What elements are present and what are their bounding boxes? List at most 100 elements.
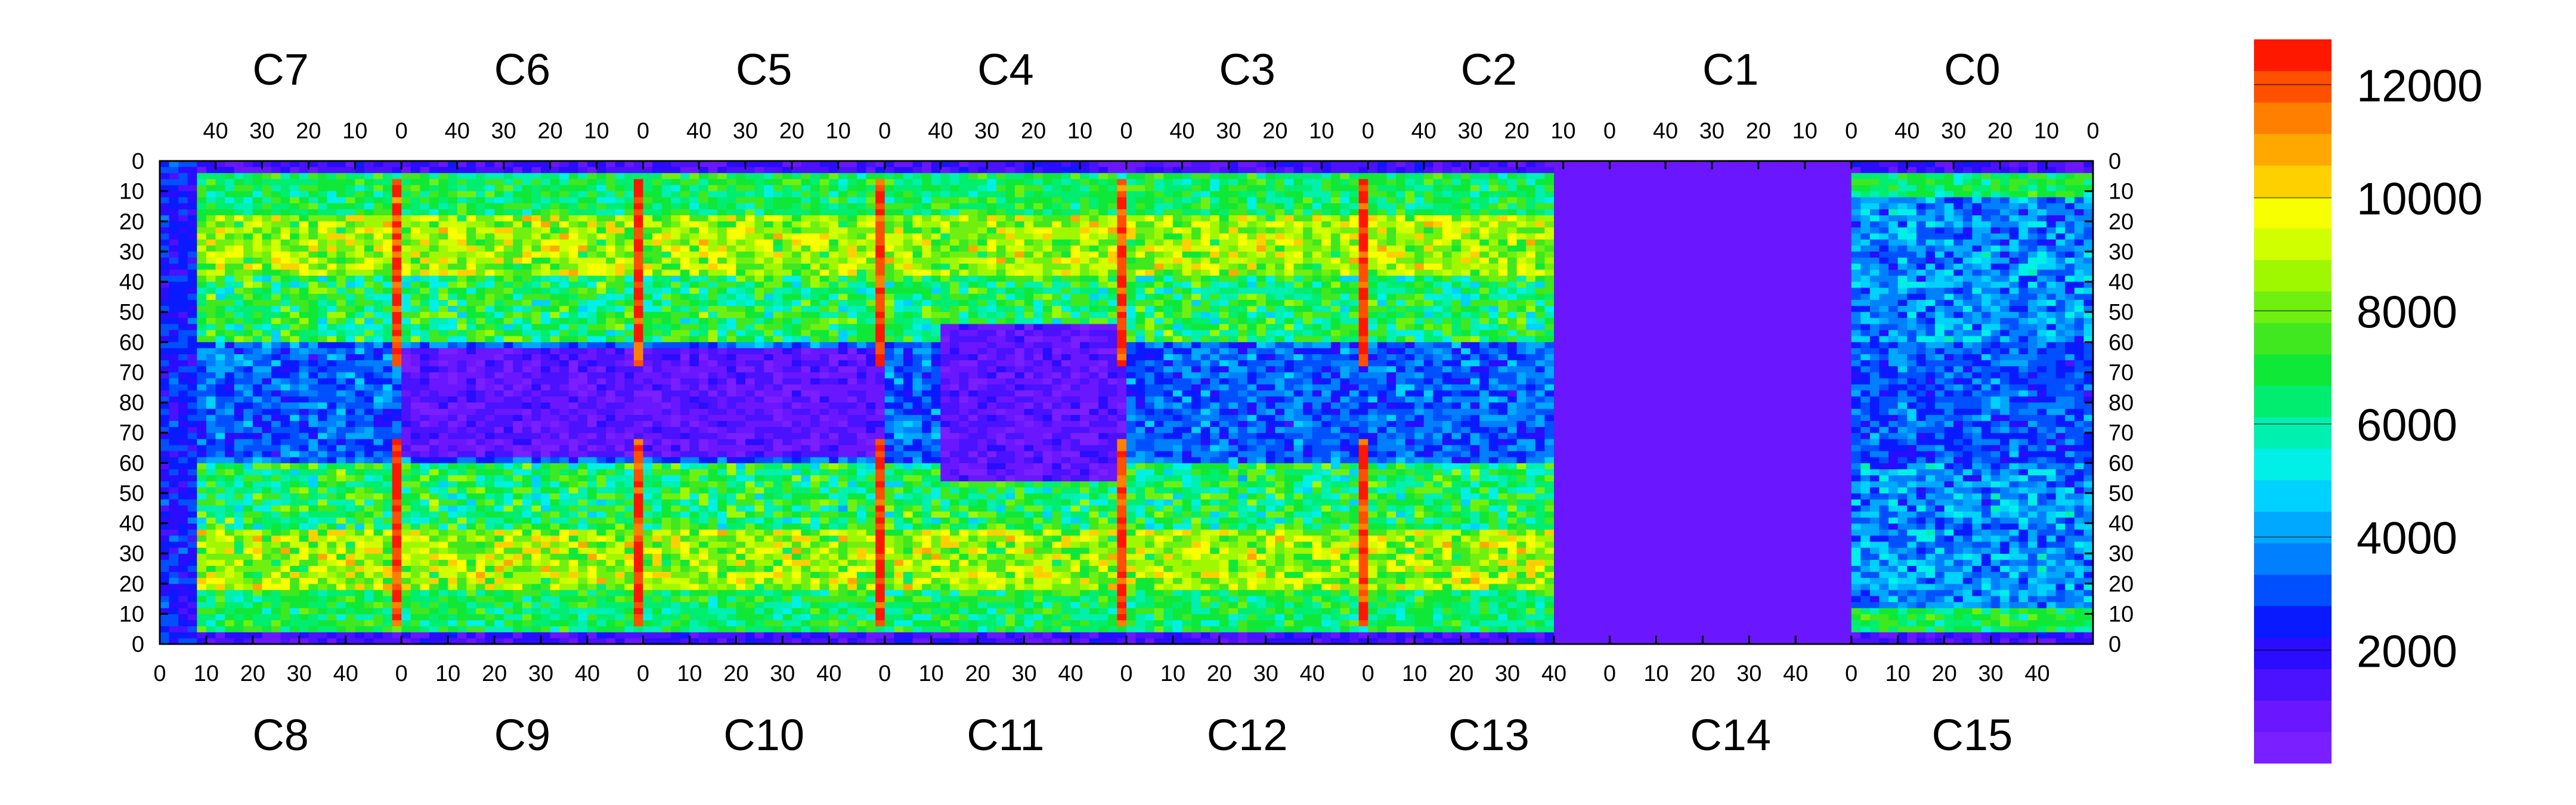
heatmap-cell bbox=[1210, 270, 1220, 276]
heatmap-cell bbox=[922, 324, 932, 331]
heatmap-cell bbox=[847, 299, 857, 306]
heatmap-cell bbox=[494, 324, 504, 331]
heatmap-cell bbox=[1265, 258, 1275, 264]
heatmap-cell bbox=[717, 312, 727, 318]
heatmap-cell bbox=[1275, 336, 1285, 343]
heatmap-cell bbox=[1052, 287, 1062, 295]
heatmap-cell bbox=[438, 215, 448, 222]
heatmap-cell bbox=[717, 191, 727, 198]
heatmap-cell bbox=[252, 275, 263, 283]
heatmap-cell bbox=[522, 270, 532, 276]
heatmap-cell bbox=[1275, 312, 1285, 318]
heatmap-cell bbox=[262, 324, 272, 331]
heatmap-cell bbox=[847, 191, 857, 198]
heatmap-cell bbox=[206, 221, 216, 228]
heatmap-cell bbox=[847, 360, 857, 367]
heatmap-cell bbox=[215, 312, 225, 318]
heatmap-cell bbox=[977, 354, 987, 361]
heatmap-cell bbox=[717, 215, 727, 222]
heatmap-cell bbox=[1247, 173, 1257, 179]
heatmap-cell bbox=[225, 287, 235, 295]
heatmap-cell bbox=[940, 354, 950, 361]
heatmap-cell bbox=[1033, 179, 1044, 186]
heatmap-cell bbox=[299, 360, 309, 367]
heatmap-cell bbox=[383, 179, 393, 186]
heatmap-cell bbox=[959, 227, 969, 234]
heatmap-cell bbox=[280, 179, 290, 186]
heatmap-cell bbox=[1265, 324, 1275, 331]
heatmap-cell bbox=[1265, 245, 1275, 252]
heatmap-cell bbox=[829, 342, 839, 349]
heatmap-cell bbox=[345, 336, 355, 343]
heatmap-cell bbox=[234, 299, 244, 306]
heatmap-cell bbox=[1052, 396, 1062, 403]
heatmap-cell bbox=[160, 185, 170, 192]
heatmap-cell bbox=[782, 203, 792, 210]
heatmap-cell bbox=[1172, 167, 1183, 174]
heatmap-cell bbox=[894, 179, 904, 186]
heatmap-cell bbox=[485, 173, 495, 179]
heatmap-cell bbox=[1163, 396, 1174, 403]
heatmap-cell bbox=[1080, 245, 1090, 252]
heatmap-cell bbox=[931, 396, 941, 403]
heatmap-cell bbox=[429, 227, 439, 234]
heatmap-cell bbox=[494, 330, 504, 337]
heatmap-cell bbox=[587, 390, 597, 397]
heatmap-cell bbox=[866, 270, 876, 276]
heatmap-cell bbox=[699, 378, 709, 385]
heatmap-cell bbox=[884, 342, 894, 349]
heatmap-cell bbox=[252, 378, 263, 385]
heatmap-cell bbox=[912, 378, 922, 385]
heatmap-cell bbox=[494, 191, 504, 198]
heatmap-cell bbox=[1265, 312, 1275, 318]
heatmap-cell bbox=[819, 384, 829, 391]
heatmap-cell bbox=[160, 167, 170, 174]
heatmap-cell bbox=[345, 161, 355, 168]
heatmap-cell bbox=[717, 209, 727, 216]
heatmap-cell bbox=[736, 306, 746, 312]
heatmap-cell bbox=[624, 384, 634, 391]
heatmap-cell bbox=[1042, 378, 1052, 385]
heatmap-cell bbox=[606, 161, 616, 168]
heatmap-cell bbox=[299, 312, 309, 318]
heatmap-cell bbox=[959, 372, 969, 379]
heatmap-cell bbox=[1293, 209, 1304, 216]
heatmap-cell bbox=[420, 233, 430, 240]
heatmap-cell bbox=[791, 336, 802, 343]
heatmap-cell bbox=[187, 384, 197, 391]
heatmap-cell bbox=[1238, 354, 1248, 361]
heatmap-cell bbox=[225, 318, 235, 324]
heatmap-cell bbox=[1191, 354, 1202, 361]
heatmap-cell bbox=[531, 173, 541, 179]
heatmap-cell bbox=[606, 396, 616, 403]
heatmap-cell bbox=[1014, 245, 1025, 252]
heatmap-cell bbox=[1191, 384, 1202, 391]
heatmap-cell bbox=[531, 167, 541, 174]
heatmap-cell bbox=[1200, 203, 1210, 210]
heatmap-cell bbox=[791, 209, 802, 216]
heatmap-cell bbox=[550, 336, 560, 343]
heatmap-cell bbox=[819, 293, 829, 301]
heatmap-cell bbox=[661, 312, 671, 318]
heatmap-cell bbox=[894, 270, 904, 276]
heatmap-cell bbox=[987, 336, 997, 343]
heatmap-cell bbox=[280, 173, 290, 179]
heatmap-cell bbox=[448, 239, 458, 246]
heatmap-cell bbox=[652, 197, 662, 204]
heatmap-cell bbox=[671, 191, 681, 198]
heatmap-cell bbox=[782, 191, 792, 198]
heatmap-cell bbox=[652, 318, 662, 324]
heatmap-cell bbox=[1200, 275, 1210, 283]
heatmap-cell bbox=[1005, 221, 1015, 228]
heatmap-cell bbox=[1005, 318, 1015, 324]
heatmap-cell bbox=[345, 258, 355, 264]
heatmap-cell bbox=[513, 372, 523, 379]
heatmap-cell bbox=[262, 299, 272, 306]
heatmap-cell bbox=[494, 173, 504, 179]
heatmap-cell bbox=[1117, 318, 1127, 324]
heatmap-cell bbox=[243, 396, 253, 403]
heatmap-cell bbox=[197, 330, 207, 337]
heatmap-cell bbox=[671, 161, 681, 168]
heatmap-cell bbox=[1265, 215, 1275, 222]
heatmap-cell bbox=[903, 221, 914, 228]
